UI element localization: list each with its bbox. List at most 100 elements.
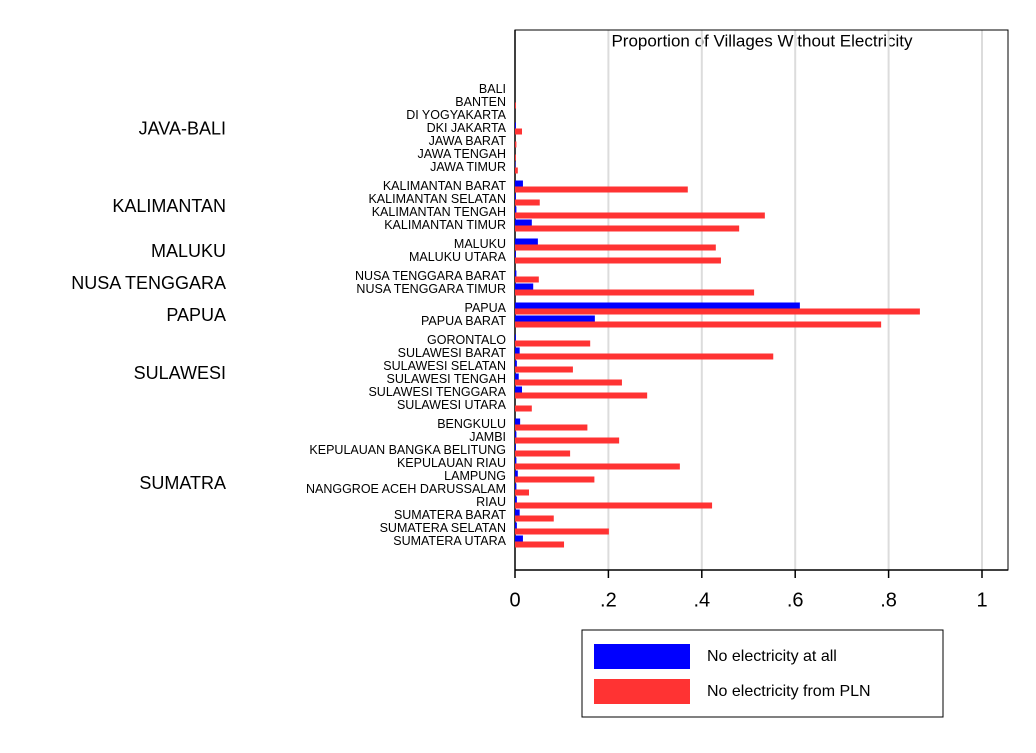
group-label: SUMATRA xyxy=(139,473,226,493)
bar xyxy=(515,302,800,309)
legend-swatch xyxy=(594,644,690,669)
category-label: JAWA TIMUR xyxy=(430,160,506,174)
category-label: BANTEN xyxy=(455,95,506,109)
bar xyxy=(515,450,571,457)
bar xyxy=(515,431,517,438)
bar xyxy=(515,122,516,129)
bar xyxy=(515,424,588,431)
bar xyxy=(515,353,774,360)
category-label: SULAWESI TENGGARA xyxy=(368,385,506,399)
bar xyxy=(515,321,882,328)
category-label: RIAU xyxy=(476,495,506,509)
group-label: JAVA-BALI xyxy=(139,118,226,138)
x-tick-label: 0 xyxy=(509,589,520,611)
bar xyxy=(515,180,523,187)
category-label: SUMATERA SELATAN xyxy=(380,521,506,535)
bar xyxy=(515,444,516,451)
category-label: DKI JAKARTA xyxy=(427,121,507,135)
x-tick-label: .2 xyxy=(600,589,617,611)
bar xyxy=(515,463,680,470)
category-label: KEPULAUAN RIAU xyxy=(397,456,506,470)
bar xyxy=(515,334,516,341)
category-label: KALIMANTAN TIMUR xyxy=(384,218,506,232)
category-label: PAPUA xyxy=(465,301,507,315)
bar xyxy=(515,366,573,373)
bar xyxy=(515,270,517,277)
bar xyxy=(515,128,523,135)
bar xyxy=(515,496,517,503)
bar xyxy=(515,340,591,347)
bar xyxy=(515,483,517,490)
bar xyxy=(515,457,517,464)
bar xyxy=(515,219,532,226)
category-label: MALUKU xyxy=(454,237,506,251)
category-label: KEPULAUAN BANGKA BELITUNG xyxy=(309,443,506,457)
bar xyxy=(515,154,516,161)
bar xyxy=(515,199,540,206)
chart-title: Proportion of Villages Without Electrici… xyxy=(611,31,913,50)
bar xyxy=(515,522,517,529)
group-label: MALUKU xyxy=(151,241,226,261)
category-label: SUMATERA UTARA xyxy=(393,534,506,548)
bar xyxy=(515,276,539,283)
bar xyxy=(515,386,523,393)
bar xyxy=(515,347,520,354)
category-label: SULAWESI UTARA xyxy=(397,398,507,412)
bar xyxy=(515,238,538,245)
bar xyxy=(515,141,517,148)
category-label: JAMBI xyxy=(469,430,506,444)
bar xyxy=(515,476,595,483)
bar xyxy=(515,392,648,399)
group-label: SULAWESI xyxy=(134,363,226,383)
bar xyxy=(515,437,620,444)
x-tick-label: .4 xyxy=(693,589,710,611)
category-label: BENGKULU xyxy=(437,417,506,431)
category-label: JAWA TENGAH xyxy=(418,147,506,161)
category-label: MALUKU UTARA xyxy=(409,250,507,264)
category-label: PAPUA BARAT xyxy=(421,314,506,328)
bar xyxy=(515,528,609,535)
bar xyxy=(515,186,688,193)
bar xyxy=(515,379,622,386)
category-label: NUSA TENGGARA TIMUR xyxy=(356,282,506,296)
bar xyxy=(515,535,523,542)
group-label: NUSA TENGGARA xyxy=(71,273,226,293)
bar xyxy=(515,315,595,322)
x-tick-label: .6 xyxy=(787,589,804,611)
bar xyxy=(515,541,565,548)
bar xyxy=(515,502,713,509)
category-label: NANGGROE ACEH DARUSSALAM xyxy=(306,482,506,496)
category-label: DI YOGYAKARTA xyxy=(406,108,506,122)
x-tick-label: 1 xyxy=(976,589,987,611)
bar xyxy=(515,289,755,296)
bar xyxy=(515,283,534,290)
group-label: KALIMANTAN xyxy=(112,196,226,216)
bar xyxy=(515,225,740,232)
category-label: JAWA BARAT xyxy=(429,134,507,148)
category-label: SULAWESI SELATAN xyxy=(383,359,506,373)
bar xyxy=(515,405,532,412)
bar xyxy=(515,102,516,109)
category-label: SULAWESI BARAT xyxy=(398,346,507,360)
category-label: BALI xyxy=(479,82,506,96)
category-label: KALIMANTAN TENGAH xyxy=(372,205,506,219)
x-tick-label: .8 xyxy=(880,589,897,611)
legend-swatch xyxy=(594,679,690,704)
category-label: KALIMANTAN SELATAN xyxy=(368,192,506,206)
bar xyxy=(515,515,554,522)
bar xyxy=(515,167,518,174)
bar xyxy=(515,193,516,200)
category-label: NUSA TENGGARA BARAT xyxy=(355,269,506,283)
legend-label: No electricity at all xyxy=(707,648,837,665)
bar xyxy=(515,212,765,219)
bar xyxy=(515,509,520,516)
bar xyxy=(515,257,721,264)
group-label: PAPUA xyxy=(166,305,226,325)
category-label: GORONTALO xyxy=(427,333,506,347)
category-label: SUMATERA BARAT xyxy=(394,508,506,522)
bar xyxy=(515,206,517,213)
category-label: SULAWESI TENGAH xyxy=(387,372,506,386)
bar xyxy=(515,418,521,425)
bar xyxy=(515,470,518,477)
